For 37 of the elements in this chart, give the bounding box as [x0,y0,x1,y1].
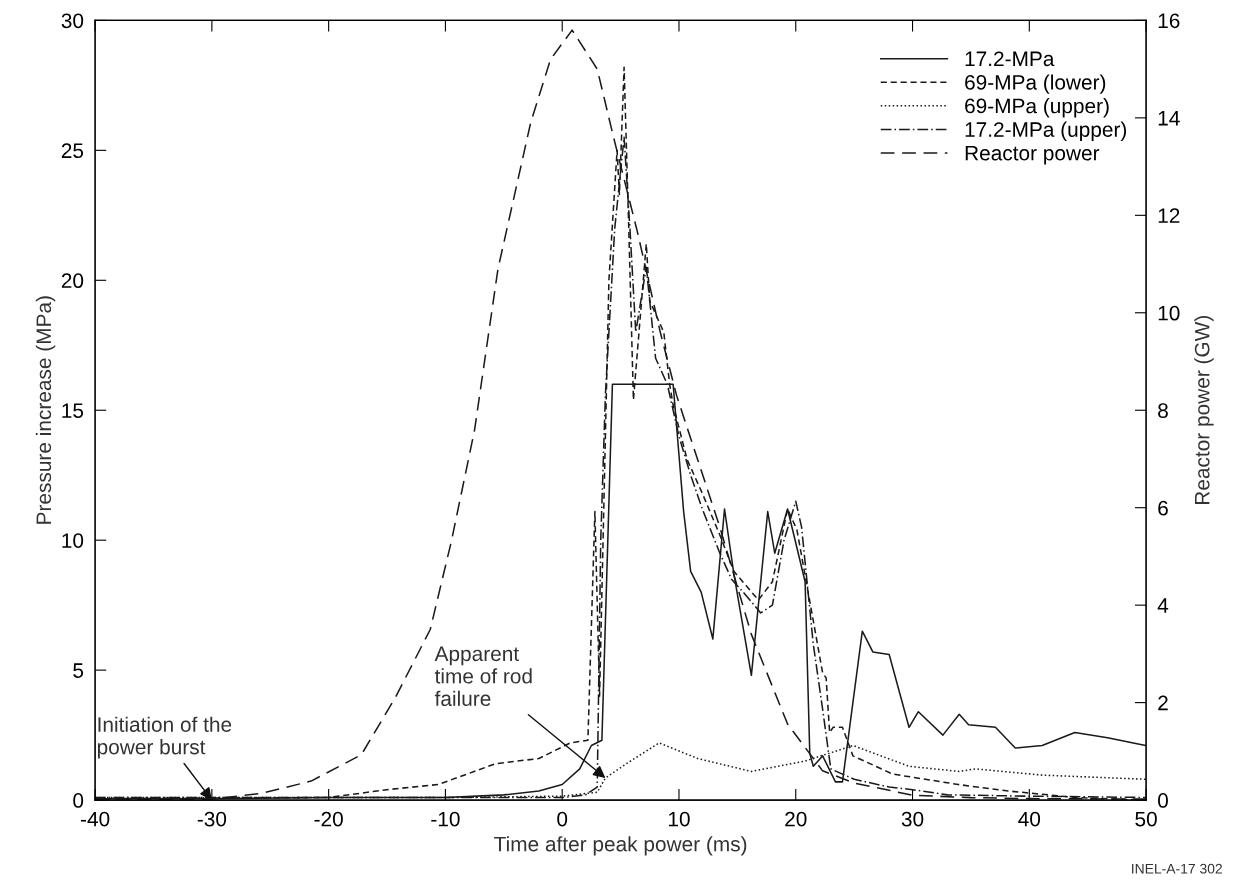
y2-tick-label: 4 [1157,598,1169,613]
y2-axis-title: Reactor power (GW) [1194,316,1214,505]
x-tick-label: -10 [431,811,460,827]
x-tick-label: 0 [557,811,568,827]
y2-tick-label: 8 [1158,403,1168,418]
y2-tick-label: 0 [1158,793,1168,808]
legend-label: 69-MPa (lower) [965,74,1106,94]
x-tick-label: -30 [197,811,227,827]
x-tick-label: -20 [314,811,343,827]
legend-label: 69-MPa (upper) [965,98,1109,118]
legend-label: Reactor power [965,145,1100,165]
y2-tick-label: 14 [1158,111,1180,126]
y-tick-label: 25 [61,143,84,159]
y-tick-label: 30 [61,13,84,29]
y2-tick-label: 16 [1158,13,1180,29]
x-tick-label: 20 [785,811,807,827]
y2-tick-label: 6 [1158,500,1168,516]
y2-tick-label: 10 [1158,305,1180,321]
y-axis-title: Pressure increase (MPa) [35,296,56,524]
x-tick-label: 40 [1018,811,1041,827]
x-tick-label: 50 [1135,811,1157,827]
x-axis-title: Time after peak power (ms) [494,836,747,856]
y2-tick-label: 12 [1158,208,1180,223]
legend-label: 17.2-MPa [965,51,1055,67]
y-tick-label: 20 [61,273,84,289]
legend-label: 17.2-MPa (upper) [965,121,1127,142]
x-tick-label: 10 [668,811,690,827]
y-tick-label: 15 [62,403,84,418]
annotation: Apparent time of rod failure [434,646,532,707]
y-tick-label: 5 [73,663,84,678]
x-tick-label: -40 [80,811,110,827]
x-tick-label: 30 [901,811,924,827]
y2-tick-label: 2 [1158,695,1168,711]
y-tick-label: 0 [73,793,84,808]
y-tick-label: 10 [62,533,84,548]
annotation: Initiation of the power burst [97,716,232,759]
text: INEL-A-17 302 [1132,863,1222,874]
